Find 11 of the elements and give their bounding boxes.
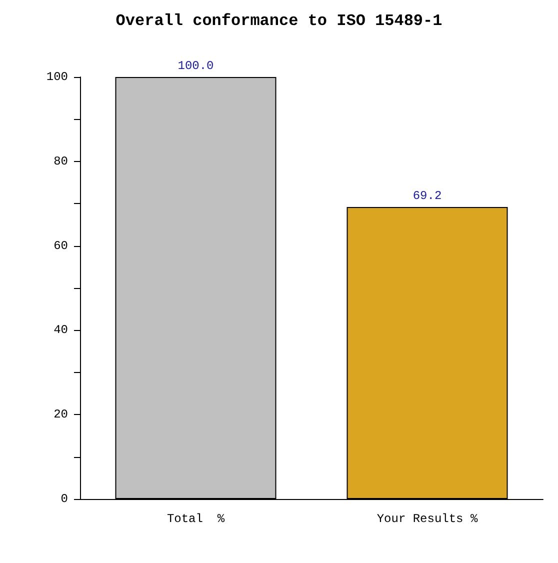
data-label: 69.2	[412, 188, 442, 203]
y-tick-label: 80	[54, 154, 68, 168]
y-tick-label: 0	[60, 492, 68, 506]
x-tick-label: Your Results %	[376, 512, 478, 526]
y-tick-label: 40	[54, 323, 68, 338]
data-label: 100.0	[178, 59, 214, 73]
y-tick-label: 20	[54, 408, 68, 422]
y-tick-label: 100	[46, 70, 68, 84]
x-tick-label: Total %	[166, 512, 226, 526]
chart-title: Overall conformance to ISO 15489-1	[116, 12, 442, 30]
y-tick-label: 60	[54, 238, 68, 253]
